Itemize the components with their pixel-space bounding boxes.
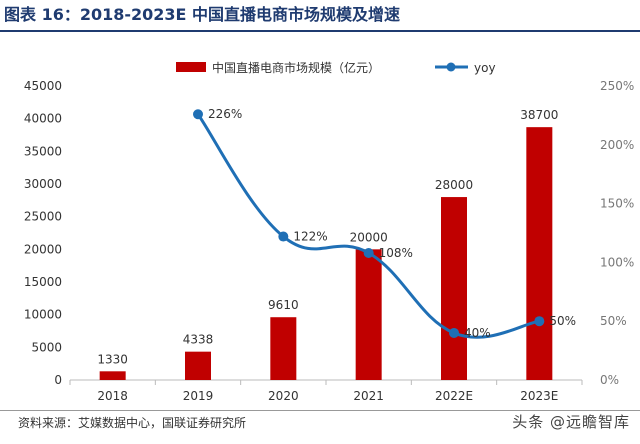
bar-value-label: 9610 (268, 298, 299, 312)
yoy-marker (193, 109, 203, 120)
yoy-value-label: 226% (208, 107, 242, 121)
x-axis-tick-label: 2021 (353, 389, 384, 403)
left-axis-tick-label: 30000 (24, 177, 62, 191)
title-divider (0, 30, 640, 32)
yoy-marker (534, 316, 545, 327)
right-axis-tick-label: 250% (600, 79, 634, 93)
bar (270, 317, 297, 380)
chart-title: 图表 16：2018-2023E 中国直播电商市场规模及增速 (4, 5, 401, 24)
chart-canvas: 中国直播电商市场规模（亿元） yoy 0 5000 10000 15000 20000 250… (24, 60, 635, 403)
legend-bar-label: 中国直播电商市场规模（亿元） (212, 60, 380, 75)
bar-value-label: 28000 (435, 178, 473, 192)
bar-value-label: 38700 (520, 108, 558, 122)
left-axis-tick-label: 5000 (31, 340, 62, 354)
yoy-value-label: 108% (379, 246, 413, 260)
left-axis-tick-label: 15000 (24, 275, 62, 289)
bar (441, 197, 467, 380)
right-axis-tick-label: 150% (600, 197, 634, 211)
yoy-marker (363, 247, 374, 258)
source-note: 资料来源：艾媒数据中心，国联证券研究所 (18, 416, 247, 430)
bar (99, 371, 126, 380)
right-axis-tick-label: 50% (600, 314, 627, 328)
bar (355, 249, 382, 380)
yoy-marker (449, 327, 459, 338)
legend-line-label: yoy (474, 61, 496, 75)
x-axis-tick-label: 2023E (520, 389, 558, 403)
left-axis-tick-label: 25000 (24, 210, 62, 224)
watermark: 头条 @远瞻智库 (512, 413, 630, 431)
bar-value-label: 1330 (97, 352, 128, 366)
legend-bar-swatch (176, 62, 206, 72)
x-axis-tick-label: 2020 (268, 389, 299, 403)
right-axis-tick-label: 0% (600, 373, 619, 387)
left-axis-tick-label: 20000 (24, 242, 62, 256)
left-axis-tick-label: 45000 (24, 79, 62, 93)
x-axis-tick-label: 2022E (435, 389, 473, 403)
legend-line-marker (446, 62, 456, 72)
left-axis-tick-label: 10000 (24, 308, 62, 322)
yoy-marker (278, 231, 289, 242)
left-axis-tick-label: 40000 (24, 112, 62, 126)
bar-value-label: 4338 (183, 333, 214, 347)
left-axis-tick-label: 0 (54, 373, 62, 387)
yoy-value-label: 50% (549, 314, 576, 328)
left-axis-tick-label: 35000 (24, 144, 62, 158)
bar (185, 351, 211, 380)
x-axis-tick-label: 2018 (97, 389, 128, 403)
right-axis-tick-label: 100% (600, 255, 634, 269)
bar-value-label: 20000 (350, 230, 388, 244)
right-axis-tick-label: 200% (600, 138, 634, 152)
footer-divider (0, 410, 640, 411)
bar (526, 127, 553, 380)
x-axis-tick-label: 2019 (183, 389, 214, 403)
yoy-value-label: 40% (464, 326, 491, 340)
yoy-value-label: 122% (293, 230, 327, 244)
